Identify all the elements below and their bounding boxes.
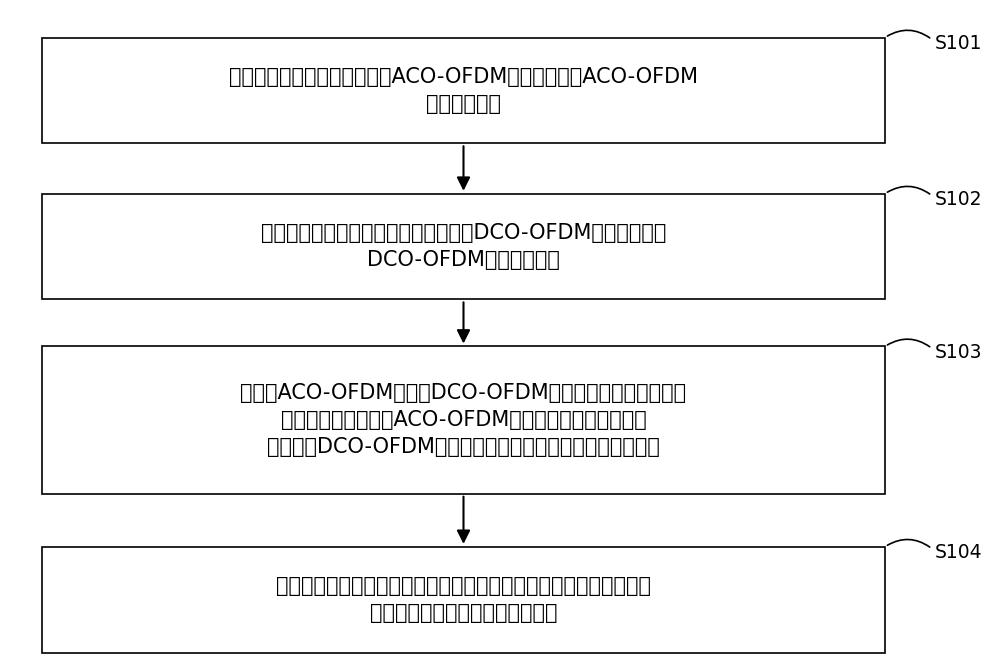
- Bar: [42, 194, 885, 299]
- Text: 流，以获取并发送可见光通信信号: 流，以获取并发送可见光通信信号: [370, 603, 557, 623]
- Bar: [42, 346, 885, 494]
- Text: DCO-OFDM信号放大因子: DCO-OFDM信号放大因子: [367, 250, 560, 270]
- Text: S102: S102: [935, 190, 982, 209]
- Text: 变换后的DCO-OFDM信号加上直流偏置，以获取待发送信号帧: 变换后的DCO-OFDM信号加上直流偏置，以获取待发送信号帧: [267, 437, 660, 457]
- Text: S104: S104: [935, 543, 983, 562]
- Text: 将广义ACO-OFDM信号和DCO-OFDM信号分别进行离散傅立叶: 将广义ACO-OFDM信号和DCO-OFDM信号分别进行离散傅立叶: [240, 383, 687, 403]
- Text: 对待发送信号帧进行限幅、数模变换、滤波之后，控制可见光驱动电: 对待发送信号帧进行限幅、数模变换、滤波之后，控制可见光驱动电: [276, 576, 651, 596]
- Text: S101: S101: [935, 34, 982, 53]
- Text: S103: S103: [935, 343, 982, 362]
- Text: 在部分奇数子载波上传输广义ACO-OFDM信号，并乘以ACO-OFDM: 在部分奇数子载波上传输广义ACO-OFDM信号，并乘以ACO-OFDM: [229, 67, 698, 87]
- Bar: [42, 547, 885, 653]
- Bar: [42, 38, 885, 143]
- Text: 变换，并对变换后的ACO-OFDM信号进行单极性处理，及: 变换，并对变换后的ACO-OFDM信号进行单极性处理，及: [281, 410, 646, 430]
- Text: 信号放大因子: 信号放大因子: [426, 94, 501, 114]
- Text: 在偶数子载波和剩余奇数子载波上传输DCO-OFDM信号，并乘以: 在偶数子载波和剩余奇数子载波上传输DCO-OFDM信号，并乘以: [261, 223, 666, 243]
